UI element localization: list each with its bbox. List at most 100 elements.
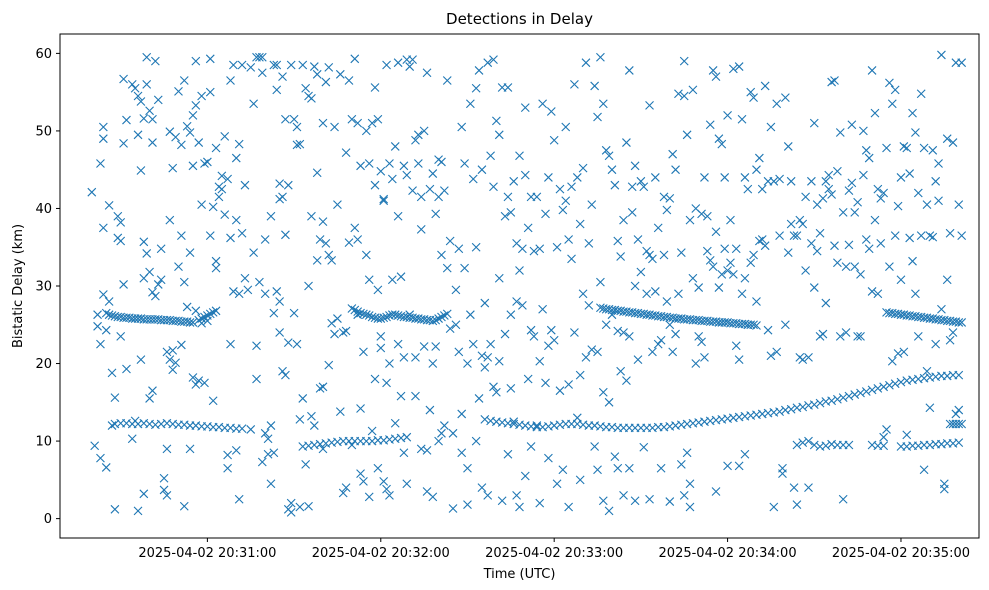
data-point: [226, 76, 235, 85]
data-point: [648, 254, 657, 264]
data-point: [411, 391, 420, 401]
data-point: [613, 236, 623, 246]
data-point: [549, 335, 559, 345]
data-point: [301, 83, 311, 93]
data-point: [598, 99, 608, 109]
data-point: [205, 231, 215, 240]
data-point: [471, 242, 481, 252]
data-point: [148, 138, 157, 147]
data-point: [145, 106, 154, 116]
data-point: [937, 304, 946, 314]
data-point: [809, 400, 819, 410]
data-point: [619, 328, 628, 337]
data-point: [506, 383, 516, 393]
data-point: [578, 289, 588, 299]
data-point: [197, 91, 206, 101]
data-point: [376, 332, 386, 341]
data-point: [197, 200, 206, 209]
data-point: [234, 139, 244, 149]
data-point: [249, 248, 259, 258]
data-point: [373, 114, 383, 124]
data-point: [370, 180, 380, 190]
data-point: [139, 489, 149, 499]
data-point: [107, 368, 117, 378]
data-point: [697, 337, 706, 347]
data-point: [833, 394, 842, 404]
data-point: [919, 465, 929, 475]
data-point: [295, 414, 305, 424]
data-point: [610, 180, 620, 190]
data-point: [639, 442, 649, 452]
data-point: [324, 250, 334, 260]
data-point: [191, 380, 201, 389]
data-point: [772, 347, 782, 357]
data-point: [674, 289, 683, 299]
data-point: [330, 329, 339, 339]
data-point: [676, 459, 686, 469]
data-point: [393, 311, 403, 320]
data-point: [194, 376, 204, 385]
data-point: [489, 55, 498, 64]
data-point: [283, 180, 293, 190]
data-point: [468, 174, 478, 184]
data-point: [942, 134, 952, 144]
data-point: [104, 297, 114, 306]
data-point: [431, 342, 441, 351]
data-point: [885, 380, 894, 390]
data-point: [359, 347, 368, 357]
data-point: [153, 280, 163, 289]
data-point: [460, 159, 469, 168]
data-point: [726, 215, 735, 225]
data-point: [445, 236, 455, 246]
data-point: [555, 184, 565, 194]
x-axis: 2025-04-02 20:31:00 2025-04-02 20:32:00 20…: [138, 538, 970, 561]
data-point: [202, 311, 212, 320]
data-point: [541, 378, 550, 388]
data-point: [344, 238, 354, 247]
data-point: [93, 310, 102, 320]
data-point: [431, 315, 441, 325]
data-point: [717, 269, 727, 279]
data-point: [344, 76, 354, 85]
data-point: [266, 421, 276, 430]
data-point: [700, 173, 709, 182]
data-point: [246, 62, 256, 72]
data-point: [295, 502, 305, 512]
data-point: [419, 342, 429, 351]
data-point: [518, 244, 527, 254]
data-point: [286, 498, 296, 508]
data-point: [361, 126, 371, 136]
data-point: [402, 432, 412, 442]
data-point: [252, 374, 261, 384]
data-point: [792, 500, 802, 510]
data-point: [272, 287, 282, 296]
data-point: [205, 87, 215, 97]
data-point: [122, 364, 131, 374]
data-point: [760, 241, 770, 251]
x-tick-label: 2025-04-02 20:33:00: [485, 546, 623, 561]
y-axis-label: Bistatic Delay (km): [11, 224, 26, 348]
data-point: [390, 142, 400, 151]
data-point: [911, 289, 920, 299]
data-point: [437, 428, 446, 438]
data-point: [717, 139, 727, 149]
data-point: [382, 378, 391, 388]
data-point: [752, 297, 761, 306]
y-tick-label: 20: [35, 357, 52, 372]
data-point: [350, 223, 360, 233]
data-point: [341, 483, 351, 492]
data-point: [642, 289, 652, 299]
data-point: [321, 238, 331, 248]
data-point: [954, 318, 964, 327]
data-point: [315, 383, 325, 393]
data-point: [376, 314, 386, 323]
data-point: [867, 287, 877, 296]
data-point: [870, 108, 880, 118]
data-point: [653, 339, 663, 349]
data-point: [122, 115, 131, 125]
data-point: [437, 312, 446, 322]
data-point: [335, 69, 345, 79]
data-point: [272, 60, 282, 70]
data-point: [411, 135, 420, 145]
